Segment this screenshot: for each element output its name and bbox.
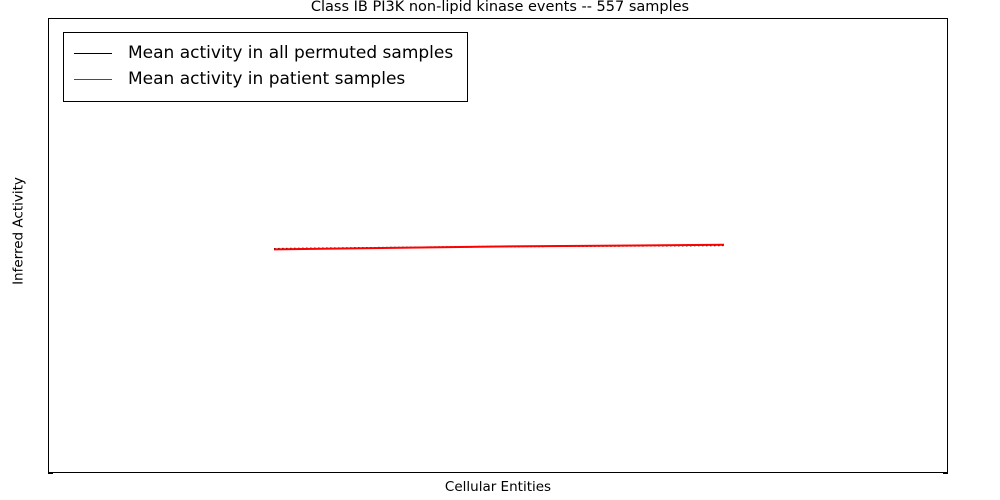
y-tick-mark-neg4	[48, 473, 53, 474]
legend-label-permuted: Mean activity in all permuted samples	[128, 43, 454, 63]
series-line-patient	[273, 243, 725, 251]
legend-label-patient: Mean activity in patient samples	[128, 69, 406, 89]
legend-entry-patient: Mean activity in patient samples	[74, 66, 453, 92]
chart-legend: Mean activity in all permuted samples Me…	[63, 32, 469, 102]
chart-title: Class IB PI3K non-lipid kinase events --…	[310, 0, 690, 15]
legend-entry-permuted: Mean activity in all permuted samples	[74, 40, 453, 66]
series-canvas	[273, 243, 725, 251]
legend-swatch-permuted-icon	[74, 52, 112, 54]
y-tick-mark-right-neg4	[943, 473, 948, 474]
x-axis-label: Cellular Entities	[444, 479, 552, 495]
legend-swatch-patient-icon	[74, 78, 112, 80]
y-axis-label: Inferred Activity	[10, 177, 27, 285]
